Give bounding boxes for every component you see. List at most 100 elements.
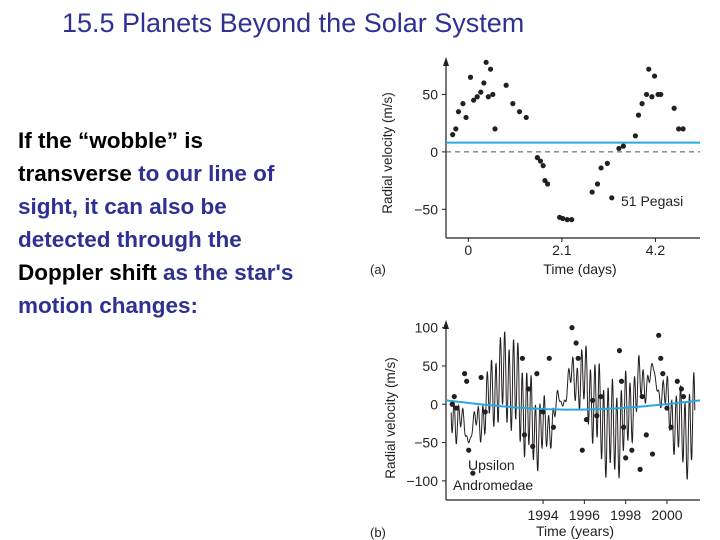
- chart-b-data-point: [629, 447, 635, 453]
- body-line-3: sight, it can also be: [18, 190, 373, 223]
- chart-b-data-point: [530, 443, 536, 449]
- chart-b-data-point: [540, 409, 546, 415]
- body-line-1-text: If the “wobble” is: [18, 128, 204, 153]
- chart-a-ytick-label: −50: [414, 201, 438, 217]
- chart-b-data-point: [674, 378, 680, 384]
- chart-a-data-point: [676, 126, 682, 132]
- chart-b-data-point: [637, 466, 643, 472]
- chart-a-y-axis-arrow: [443, 57, 449, 66]
- chart-b-data-point: [482, 409, 488, 415]
- chart-b-xtick-label: 1996: [569, 507, 600, 523]
- chart-b-data-point: [664, 405, 670, 411]
- chart-a-data-point: [598, 165, 604, 171]
- chart-b-data-point: [461, 371, 468, 377]
- chart-a-data-point: [680, 126, 686, 132]
- chart-a-data-point: [658, 91, 664, 98]
- chart-b-data-point: [546, 355, 552, 361]
- chart-a-ytick-label: 50: [422, 86, 438, 102]
- chart-b-data-point: [623, 455, 629, 461]
- chart-a-annotation: 51 Pegasi: [621, 193, 683, 209]
- chart-a-data-point: [455, 109, 462, 115]
- chart-a-data-point: [453, 126, 459, 132]
- chart-a-data-point: [609, 195, 615, 201]
- chart-b-panel-label: (b): [370, 525, 386, 540]
- chart-b-data-point: [451, 393, 457, 400]
- chart-b-y-label: Radial velocity (m/s): [383, 357, 398, 479]
- chart-a-data-point: [460, 101, 466, 107]
- chart-a-y-label: Radial velocity (m/s): [380, 92, 395, 214]
- chart-b-data-point: [639, 393, 645, 400]
- chart-a-x-label: Time (days): [543, 261, 616, 277]
- body-line-5-text-a: Doppler shift: [18, 260, 157, 285]
- chart-a-data-point: [569, 217, 575, 223]
- chart-a-xtick-label: 0: [464, 242, 472, 258]
- chart-a-data-point: [471, 97, 477, 103]
- chart-a-data-point: [474, 94, 480, 100]
- chart-a-data-point: [639, 101, 645, 107]
- chart-a-data-point: [651, 73, 658, 79]
- chart-b-data-point: [668, 424, 674, 430]
- chart-a-data-point: [492, 126, 498, 132]
- chart-b-model-curve: [450, 331, 696, 480]
- chart-b-xtick-label: 1998: [610, 507, 641, 523]
- chart-a-data-point: [540, 163, 546, 169]
- chart-b-data-point: [658, 355, 664, 361]
- chart-a-xtick-label: 2.1: [552, 242, 572, 258]
- chart-a-data-point: [537, 158, 544, 164]
- chart-b-data-point: [573, 340, 579, 346]
- body-line-5: Doppler shift as the star's: [18, 256, 373, 289]
- chart-b-data-point: [453, 405, 459, 411]
- chart-b-data-point: [464, 378, 470, 384]
- chart-b-data-point: [449, 401, 455, 407]
- chart-a-data-point: [635, 112, 642, 118]
- chart-a-data-point: [589, 189, 595, 195]
- body-line-2-text-b: to our line of: [131, 161, 275, 186]
- slide-title: 15.5 Planets Beyond the Solar System: [62, 8, 525, 38]
- chart-b-data-point: [656, 332, 662, 338]
- chart-b-xtick-label: 1994: [527, 507, 558, 523]
- chart-b-data-point: [678, 386, 685, 392]
- body-line-1: If the “wobble” is: [18, 124, 373, 157]
- body-line-4-text: detected through the: [18, 227, 242, 252]
- chart-b-ytick-label: 50: [422, 358, 438, 374]
- chart-a-data-point: [649, 94, 655, 100]
- chart-a-data-point: [503, 82, 509, 88]
- chart-b-annotation-line-2: Andromedae: [453, 477, 533, 493]
- chart-a-data-point: [594, 181, 601, 187]
- chart-b-xtick-label: 2000: [651, 507, 682, 523]
- chart-b-data-point: [466, 447, 472, 453]
- chart-b-ytick-label: 100: [415, 320, 439, 336]
- body-line-2-text-a: transverse: [18, 161, 132, 186]
- chart-b-data-point: [620, 424, 627, 430]
- chart-a-data-point: [534, 155, 540, 161]
- chart-a-data-point: [467, 74, 474, 80]
- chart-a-data-point: [516, 109, 523, 115]
- chart-b-y-axis-arrow: [443, 320, 449, 329]
- chart-b-data-point: [680, 393, 687, 400]
- chart-a-data-point: [643, 91, 650, 98]
- chart-b-ytick-label: −100: [406, 473, 438, 489]
- chart-b-data-point: [649, 451, 656, 457]
- chart-a-data-point: [478, 89, 484, 95]
- chart-b-data-point: [590, 397, 596, 404]
- chart-b-data-point: [521, 432, 528, 438]
- chart-a-data-point: [523, 114, 529, 121]
- chart-b-data-point: [569, 325, 575, 331]
- chart-b-trend-line: [445, 399, 701, 411]
- chart-b-data-point: [519, 355, 526, 361]
- body-text: If the “wobble” is transverse to our lin…: [18, 124, 373, 322]
- chart-b-data-point: [594, 413, 600, 419]
- body-line-5-text-b: as the star's: [156, 260, 294, 285]
- chart-b-x-label: Time (years): [536, 523, 614, 539]
- chart-b-data-point: [616, 348, 623, 354]
- chart-a-data-point: [490, 91, 496, 98]
- chart-a-data-point: [671, 105, 677, 111]
- chart-b-data-point: [550, 424, 556, 430]
- chart-a-data-point: [632, 133, 638, 139]
- chart-a-data-point: [564, 217, 570, 223]
- chart-a-data-point: [616, 145, 622, 152]
- chart-a-data-point: [510, 101, 516, 107]
- chart-b-data-point: [660, 371, 666, 377]
- chart-b-ytick-label: −50: [414, 435, 438, 451]
